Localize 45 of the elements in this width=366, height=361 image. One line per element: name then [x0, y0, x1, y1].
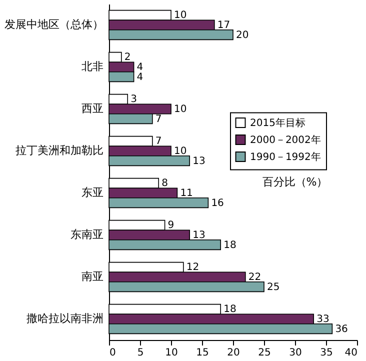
data-label: 2: [124, 52, 131, 64]
data-label: 4: [136, 72, 144, 83]
x-tick-label: 40: [344, 348, 358, 358]
data-label: 33: [316, 314, 330, 325]
data-label: 13: [192, 230, 206, 241]
x-tick-label: 20: [227, 348, 240, 358]
data-label: 11: [180, 188, 193, 199]
y-tick-label: 西亚: [82, 102, 104, 115]
data-label: 10: [174, 10, 187, 22]
x-tick-label: 5: [137, 348, 144, 358]
data-label: 8: [162, 178, 168, 190]
y-tick-label: 撒哈拉以南非洲: [26, 312, 104, 325]
legend-label: 1990－1992年: [250, 150, 321, 163]
x-tick-label: 25: [258, 348, 271, 358]
y-tick-label: 拉丁美洲和加勒比: [16, 144, 104, 157]
data-label: 9: [168, 220, 174, 232]
data-label: 16: [211, 198, 224, 209]
data-label: 10: [174, 104, 187, 115]
y-tick-label: 发展中地区（总体）: [4, 18, 104, 31]
data-label: 3: [130, 94, 137, 106]
data-label: 20: [236, 30, 249, 41]
annotation: 百分比（%）: [262, 175, 328, 188]
legend-label: 2015年目标: [250, 116, 306, 129]
data-label: 4: [136, 62, 144, 73]
data-label: 13: [192, 156, 206, 167]
y-tick-label: 东南亚: [70, 228, 104, 241]
data-label: 12: [186, 262, 200, 274]
x-tick-label: 30: [289, 348, 302, 358]
data-label: 22: [248, 272, 262, 283]
y-tick-label: 南亚: [82, 270, 104, 283]
data-label: 7: [155, 114, 162, 125]
y-tick-label: 北非: [82, 60, 104, 73]
x-tick-label: 10: [165, 348, 178, 358]
y-tick-label: 东亚: [82, 186, 104, 199]
data-label: 36: [335, 324, 348, 335]
data-label: 17: [217, 20, 230, 31]
x-tick-label: 15: [196, 348, 209, 358]
legend-label: 2000－2002年: [250, 134, 321, 146]
data-label: 10: [174, 146, 187, 157]
x-tick-label: 35: [320, 348, 333, 358]
data-label: 18: [224, 240, 236, 251]
data-label: 7: [155, 136, 162, 148]
x-tick-label: 0: [110, 348, 116, 358]
data-label: 18: [224, 304, 236, 316]
data-label: 25: [267, 282, 280, 293]
